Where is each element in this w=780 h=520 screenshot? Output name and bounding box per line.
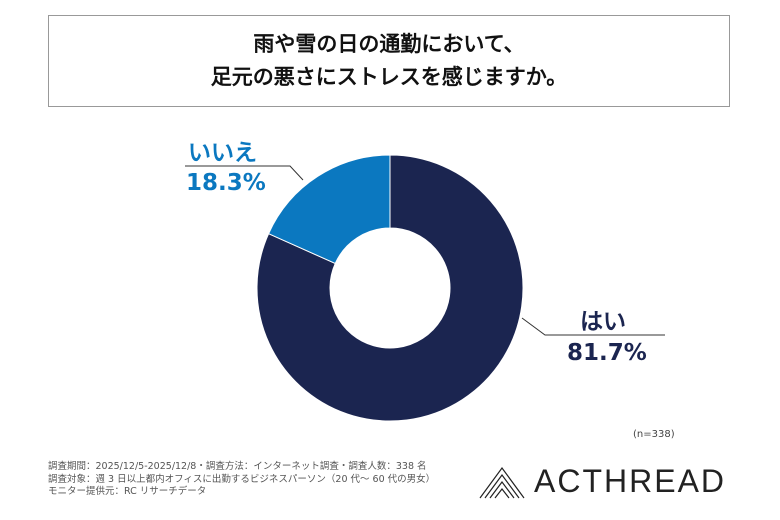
footer-line-3: モニター提供元：RC リサーチデータ <box>48 486 207 497</box>
acthread-logo: ACTHREAD <box>478 463 726 500</box>
leader-line-no <box>185 165 304 181</box>
leader-line-yes <box>521 317 665 336</box>
logo-text: ACTHREAD <box>534 463 727 499</box>
label-no-category: いいえ <box>188 140 257 166</box>
sample-size-note: (n=338) <box>633 429 675 440</box>
title-line-2: 足元の悪さにストレスを感じますか。 <box>210 65 568 89</box>
donut-slice-no <box>267 154 391 265</box>
survey-footer: 調査期間：2025/12/5-2025/12/8・調査方法：インターネット調査・… <box>48 461 435 499</box>
label-yes-category: はい <box>580 309 626 335</box>
label-yes-value: 81.7% <box>567 340 647 366</box>
donut-slice-yes <box>256 154 524 422</box>
logo-mountain-icon <box>479 466 525 498</box>
title-line-1: 雨や雪の日の通勤において、 <box>253 32 525 56</box>
footer-line-1: 調査期間：2025/12/5-2025/12/8・調査方法：インターネット調査・… <box>48 461 427 472</box>
label-no-value: 18.3% <box>186 170 266 196</box>
footer-line-2: 調査対象：週 3 日以上都内オフィスに出勤するビジネスパーソン（20 代～ 60… <box>48 473 436 485</box>
title-box: 雨や雪の日の通勤において、 足元の悪さにストレスを感じますか。 <box>48 15 730 107</box>
